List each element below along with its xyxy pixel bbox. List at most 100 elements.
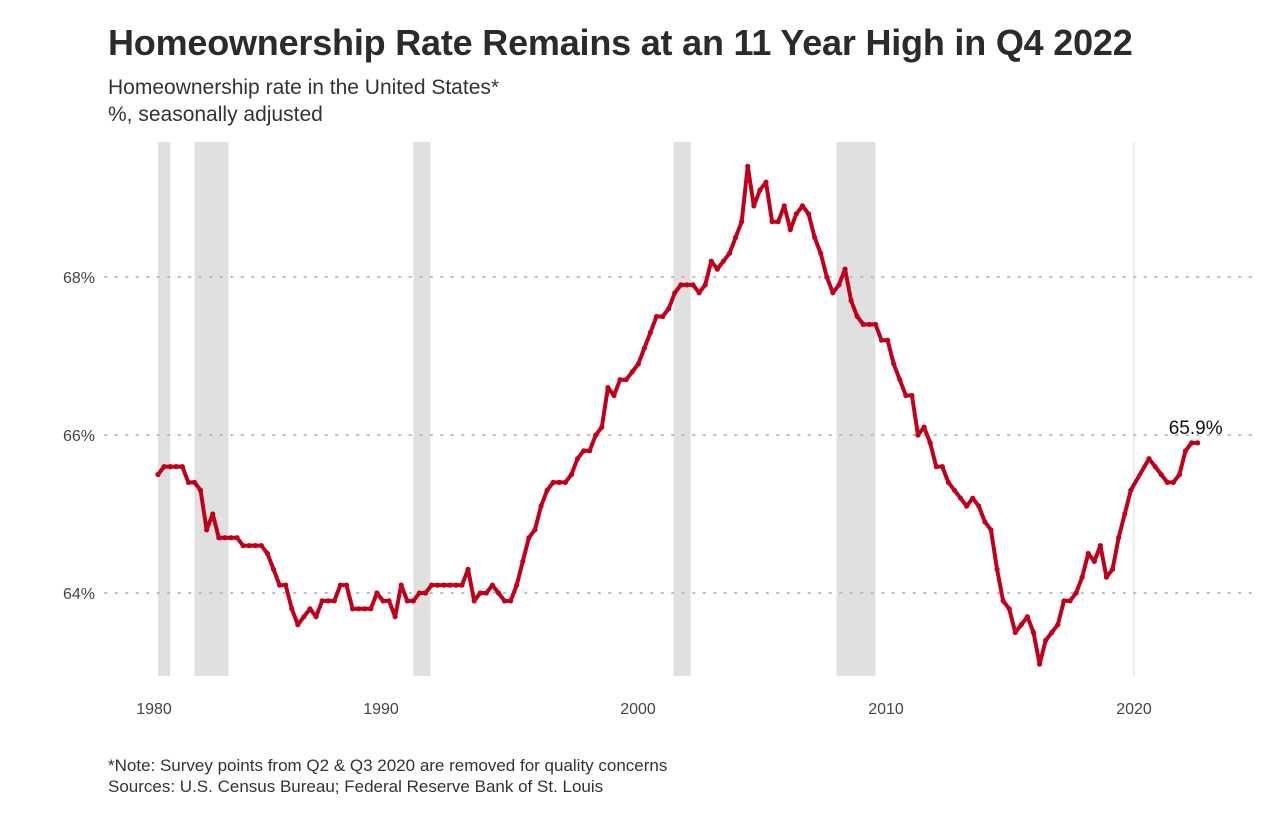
data-point	[1128, 487, 1134, 493]
data-point	[945, 479, 952, 485]
data-point	[240, 543, 246, 549]
data-point	[459, 582, 465, 588]
data-point	[270, 566, 277, 572]
data-point	[818, 250, 824, 256]
data-point	[514, 582, 520, 588]
data-point	[684, 282, 690, 288]
data-point	[368, 606, 374, 612]
data-point	[1006, 606, 1012, 612]
data-point	[927, 440, 933, 446]
data-point	[872, 321, 879, 327]
data-point	[824, 274, 830, 280]
data-point	[483, 590, 489, 596]
data-point	[410, 598, 416, 604]
data-point	[860, 321, 866, 327]
data-point	[386, 598, 392, 604]
data-point	[307, 606, 313, 612]
data-point	[878, 337, 885, 343]
data-point	[866, 321, 872, 327]
data-point	[495, 590, 502, 596]
data-point	[976, 503, 982, 509]
chart-subtitle: Homeownership rate in the United States*	[108, 76, 500, 99]
data-point	[672, 290, 678, 296]
data-point	[599, 424, 605, 430]
data-point	[763, 179, 769, 185]
recession-band	[158, 142, 171, 676]
data-point	[1176, 471, 1183, 478]
data-point	[635, 361, 641, 367]
data-point	[374, 590, 380, 596]
data-point	[453, 582, 459, 588]
data-point	[289, 606, 295, 612]
data-point	[1103, 574, 1110, 580]
data-point	[1146, 456, 1152, 462]
data-point	[775, 219, 781, 225]
data-point	[313, 614, 319, 620]
data-point	[739, 219, 745, 225]
data-point	[885, 337, 891, 343]
data-point	[897, 377, 903, 383]
data-point	[1018, 622, 1024, 628]
data-point	[757, 187, 763, 193]
data-point	[933, 464, 939, 470]
data-point	[544, 487, 550, 493]
data-point	[477, 590, 483, 596]
data-point	[283, 582, 289, 588]
data-point	[1061, 598, 1067, 604]
data-point	[830, 290, 836, 296]
data-point	[1189, 440, 1195, 446]
data-point	[343, 582, 350, 588]
data-point	[295, 622, 301, 628]
data-point	[538, 503, 544, 509]
data-point	[781, 203, 787, 209]
data-point	[653, 313, 660, 320]
data-point	[404, 598, 410, 604]
data-point	[799, 203, 806, 209]
data-point	[951, 487, 958, 493]
data-point	[556, 479, 562, 485]
data-point	[532, 527, 538, 533]
data-point	[1049, 629, 1055, 636]
data-point	[611, 392, 617, 399]
data-point	[1170, 479, 1176, 485]
chart-units: %, seasonally adjusted	[108, 103, 323, 126]
data-point	[617, 377, 623, 383]
data-point	[733, 234, 739, 241]
data-point	[349, 606, 356, 612]
footnote: *Note: Survey points from Q2 & Q3 2020 a…	[108, 756, 668, 775]
data-point	[356, 606, 362, 612]
data-point	[1116, 535, 1122, 541]
data-point	[647, 329, 654, 335]
data-point	[988, 527, 994, 533]
y-tick-label: 68%	[63, 270, 95, 287]
y-tick-label: 66%	[63, 428, 95, 445]
data-point	[185, 479, 191, 485]
x-tick-label: 2010	[868, 701, 904, 718]
data-point	[380, 598, 386, 604]
data-point	[1000, 598, 1006, 604]
data-point	[593, 432, 599, 438]
data-point	[1037, 661, 1043, 667]
data-point	[319, 598, 325, 604]
recession-band	[194, 142, 229, 676]
data-point	[331, 598, 337, 604]
data-point	[891, 361, 897, 367]
x-tick-label: 1980	[136, 701, 172, 718]
data-point	[812, 234, 818, 241]
data-point	[641, 345, 648, 351]
data-point	[751, 203, 757, 209]
data-point	[1122, 511, 1128, 517]
data-point	[708, 258, 714, 264]
data-point	[447, 582, 453, 588]
recession-band	[673, 142, 691, 676]
data-point	[1158, 471, 1164, 478]
data-point	[678, 282, 684, 288]
data-point	[234, 535, 240, 541]
data-point	[1091, 558, 1097, 565]
data-point	[508, 598, 514, 604]
data-point	[501, 598, 508, 604]
data-point	[587, 448, 593, 454]
data-point	[568, 471, 575, 478]
data-point	[173, 464, 179, 470]
